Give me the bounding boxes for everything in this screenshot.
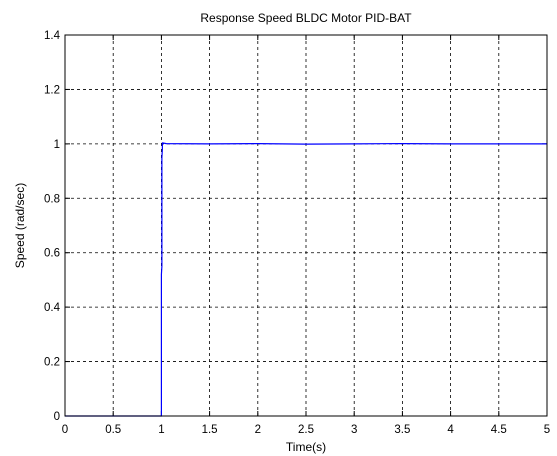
y-tick-label: 0.8 bbox=[44, 193, 60, 205]
plot-frame bbox=[64, 34, 548, 417]
series-group bbox=[65, 142, 547, 417]
x-tick-label: 4.5 bbox=[491, 424, 507, 436]
axis-ticks bbox=[64, 34, 548, 417]
x-tick-label: 0.5 bbox=[105, 424, 121, 436]
grid-lines bbox=[65, 35, 547, 416]
y-tick-label: 1 bbox=[54, 139, 60, 151]
x-tick-label: 2.5 bbox=[298, 424, 314, 436]
x-tick-label: 3.5 bbox=[394, 424, 410, 436]
chart-title: Response Speed BLDC Motor PID-BAT bbox=[200, 11, 412, 25]
x-tick-label: 1 bbox=[158, 424, 164, 436]
y-tick-label: 1.4 bbox=[44, 30, 61, 42]
x-tick-label: 2 bbox=[255, 424, 261, 436]
x-tick-label: 0 bbox=[62, 424, 68, 436]
x-tick-label: 1.5 bbox=[202, 424, 218, 436]
y-tick-label: 0.4 bbox=[44, 302, 61, 314]
speed-series-line bbox=[65, 142, 547, 417]
x-axis-label: Time(s) bbox=[286, 440, 326, 454]
y-tick-label: 1.2 bbox=[44, 84, 60, 96]
x-tick-label: 5 bbox=[544, 424, 550, 436]
x-tick-labels: 0 0.5 1 1.5 2 2.5 3 3.5 4 4.5 5 bbox=[62, 424, 550, 436]
y-tick-label: 0.2 bbox=[44, 357, 60, 369]
y-tick-label: 0.6 bbox=[44, 248, 60, 260]
y-tick-labels: 0 0.2 0.4 0.6 0.8 1 1.2 1.4 bbox=[44, 30, 61, 423]
y-tick-label: 0 bbox=[54, 411, 60, 423]
y-axis-label: Speed (rad/sec) bbox=[13, 183, 27, 268]
x-tick-label: 4 bbox=[447, 424, 454, 436]
x-tick-label: 3 bbox=[351, 424, 357, 436]
